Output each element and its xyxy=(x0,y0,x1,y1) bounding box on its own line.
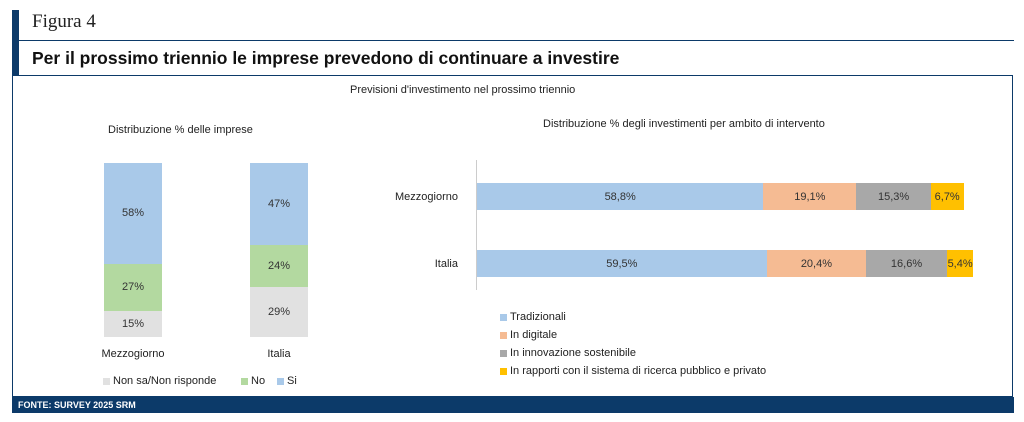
figure-label: Figura 4 xyxy=(32,11,96,32)
bar-segment: 15% xyxy=(104,310,162,337)
bar-segment: 27% xyxy=(104,263,162,311)
bar-segment: 6,7% xyxy=(930,183,964,210)
legend-label: In innovazione sostenibile xyxy=(510,347,636,359)
chart-frame xyxy=(12,75,1013,397)
category-label: Italia xyxy=(267,348,291,360)
category-label: Mezzogiorno xyxy=(395,191,458,203)
bar-segment: 58% xyxy=(104,163,162,264)
legend-swatch xyxy=(277,377,284,385)
bar-segment: 47% xyxy=(250,163,308,245)
legend-swatch xyxy=(103,377,110,385)
legend-swatch xyxy=(500,349,507,357)
left-chart-title: Distribuzione % delle imprese xyxy=(108,124,253,136)
legend-label: Non sa/Non risponde xyxy=(113,375,217,387)
bar-segment: 16,6% xyxy=(866,250,947,277)
legend-item: Non sa/Non risponde xyxy=(103,375,216,387)
bar-segment: 58,8% xyxy=(477,183,764,210)
legend-item: Tradizionali xyxy=(500,311,566,323)
chart-subtitle: Previsioni d'investimento nel prossimo t… xyxy=(350,84,576,96)
bar-segment: 19,1% xyxy=(763,183,857,210)
legend-label: No xyxy=(251,375,266,387)
accent-bar xyxy=(12,10,19,76)
bar-segment: 20,4% xyxy=(766,250,867,277)
legend-swatch xyxy=(241,377,248,385)
bar-segment: 29% xyxy=(250,286,308,337)
legend-swatch xyxy=(500,331,507,339)
bar-segment: 5,4% xyxy=(946,250,974,277)
bar-segment: 15,3% xyxy=(856,183,931,210)
source-footer: FONTE: SURVEY 2025 SRM xyxy=(12,397,1014,413)
legend-label: Si xyxy=(287,375,297,387)
page-title: Per il prossimo triennio le imprese prev… xyxy=(32,48,620,68)
y-axis-line xyxy=(476,160,477,290)
legend-item: Si xyxy=(277,375,297,387)
legend-item: No xyxy=(241,375,265,387)
legend-swatch xyxy=(500,367,507,375)
category-label: Mezzogiorno xyxy=(101,348,165,360)
right-chart-title: Distribuzione % degli investimenti per a… xyxy=(543,118,825,130)
bar-segment: 59,5% xyxy=(477,250,767,277)
legend-item: In innovazione sostenibile xyxy=(500,347,636,359)
legend-swatch xyxy=(500,313,507,321)
category-label: Italia xyxy=(434,258,458,270)
divider xyxy=(19,40,1014,41)
legend-label: Tradizionali xyxy=(510,311,566,323)
bar-segment: 24% xyxy=(250,244,308,287)
legend-item: In rapporti con il sistema di ricerca pu… xyxy=(500,365,766,377)
legend-label: In rapporti con il sistema di ricerca pu… xyxy=(510,365,767,377)
legend-item: In digitale xyxy=(500,329,557,341)
legend-label: In digitale xyxy=(510,329,558,341)
